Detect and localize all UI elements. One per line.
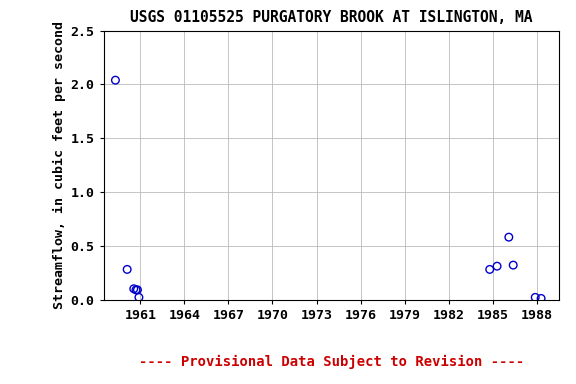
Point bbox=[129, 286, 138, 292]
Title: USGS 01105525 PURGATORY BROOK AT ISLINGTON, MA: USGS 01105525 PURGATORY BROOK AT ISLINGT… bbox=[130, 10, 532, 25]
Point bbox=[131, 287, 141, 293]
Point bbox=[504, 234, 513, 240]
Point bbox=[530, 294, 540, 300]
Point bbox=[111, 77, 120, 83]
Point bbox=[509, 262, 518, 268]
Point bbox=[492, 263, 502, 269]
Y-axis label: Streamflow, in cubic feet per second: Streamflow, in cubic feet per second bbox=[54, 21, 66, 309]
Point bbox=[536, 295, 545, 301]
Point bbox=[134, 294, 143, 300]
Point bbox=[133, 287, 142, 293]
Point bbox=[123, 266, 132, 273]
Text: ---- Provisional Data Subject to Revision ----: ---- Provisional Data Subject to Revisio… bbox=[139, 354, 524, 369]
Point bbox=[485, 266, 494, 273]
